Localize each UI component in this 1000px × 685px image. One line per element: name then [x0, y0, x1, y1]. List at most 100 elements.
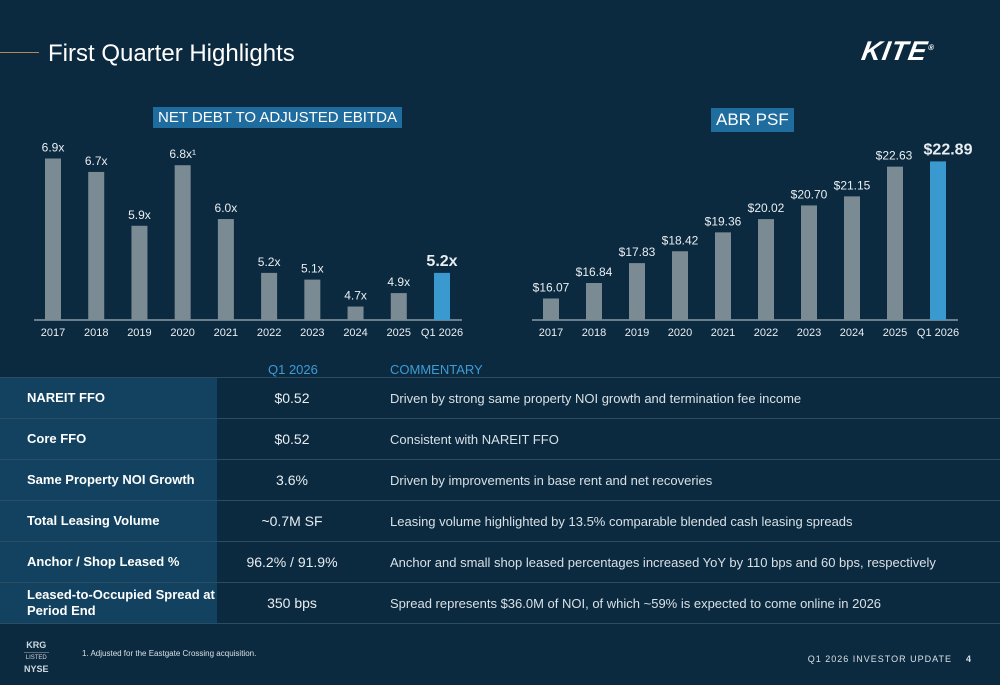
row-comment: Driven by strong same property NOI growt… — [390, 390, 802, 406]
row-comment: Driven by improvements in base rent and … — [390, 472, 713, 488]
row-value: 3.6% — [276, 472, 308, 488]
data-label: 6.9x — [42, 140, 65, 154]
highlights-table: Q1 2026 COMMENTARY NAREIT FFO $0.52 Driven… — [0, 360, 1000, 624]
table-header: Q1 2026 COMMENTARY — [0, 360, 1000, 378]
deck-name: Q1 2026 INVESTOR UPDATE — [807, 654, 952, 664]
bar-2022 — [261, 272, 278, 320]
table-row: Anchor / Shop Leased % 96.2% / 91.9% Ancho… — [0, 542, 1000, 583]
chart-title-net-debt: NET DEBT TO ADJUSTED EBITDA — [153, 107, 402, 128]
tick-label: 2021 — [214, 327, 238, 339]
bar-2019 — [629, 263, 645, 320]
data-label: $19.36 — [705, 214, 742, 228]
row-comment: Anchor and small shop leased percentages… — [390, 554, 936, 570]
charts: 6.9x 2017 6.7x 2018 5.9x 2019 6.8x¹ 2020 6.0x 202… — [34, 140, 973, 339]
data-label: 4.7x — [344, 289, 367, 303]
row-label: Core FFO — [0, 419, 217, 459]
ticker: KRG — [26, 640, 47, 650]
data-label: 5.9x — [128, 208, 151, 222]
tick-label: 2020 — [668, 327, 692, 339]
row-value: $0.52 — [274, 390, 310, 406]
bar-2019 — [131, 225, 148, 320]
data-label: 6.7x — [85, 154, 108, 168]
bar-2018 — [88, 171, 105, 320]
bar-2023 — [801, 205, 817, 320]
bar-2025 — [390, 293, 407, 320]
bar-2021 — [217, 219, 234, 320]
data-label: $20.02 — [748, 201, 785, 215]
tick-label: Q1 2026 — [917, 327, 959, 339]
data-label: 6.8x¹ — [169, 147, 196, 161]
bar-2024 — [844, 196, 860, 320]
row-value: ~0.7M SF — [261, 513, 323, 529]
row-comment: Leasing volume highlighted by 13.5% comp… — [390, 513, 853, 529]
data-label: $16.07 — [533, 280, 570, 294]
tick-label: 2025 — [883, 327, 907, 339]
exchange: NYSE — [24, 664, 49, 674]
data-label: 5.2x — [426, 253, 457, 270]
tick-label: Q1 2026 — [421, 327, 463, 339]
data-label: $22.63 — [876, 149, 913, 163]
tick-label: 2020 — [170, 327, 194, 339]
bar-2023 — [304, 279, 321, 320]
tick-label: 2025 — [387, 327, 411, 339]
row-comment: Spread represents $36.0M of NOI, of whic… — [390, 595, 882, 611]
title-rule — [0, 52, 39, 53]
tick-label: 2023 — [797, 327, 821, 339]
tick-label: 2017 — [539, 327, 563, 339]
row-label: Same Property NOI Growth — [0, 460, 217, 500]
data-label: 4.9x — [387, 275, 410, 289]
bar-2018 — [586, 283, 602, 320]
page-footer: Q1 2026 INVESTOR UPDATE 4 — [808, 654, 972, 664]
data-label: 5.2x — [258, 255, 281, 269]
tick-label: 2019 — [625, 327, 649, 339]
row-label: Leased-to-Occupied Spread at Period End — [0, 583, 217, 623]
tick-label: 2021 — [711, 327, 735, 339]
tick-label: 2022 — [754, 327, 778, 339]
tick-label: 2024 — [343, 327, 367, 339]
data-label: $21.15 — [834, 178, 871, 192]
col-commentary: COMMENTARY — [390, 362, 483, 377]
bar-2020 — [174, 165, 191, 320]
bar-2024 — [347, 306, 364, 320]
tick-label: 2022 — [257, 327, 281, 339]
row-value: $0.52 — [274, 431, 310, 447]
table-row: Core FFO $0.52 Consistent with NAREIT FFO — [0, 419, 1000, 460]
row-label: NAREIT FFO — [0, 378, 217, 418]
footnote: 1. Adjusted for the Eastgate Crossing ac… — [82, 649, 257, 658]
chart-title-abr: ABR PSF — [711, 108, 794, 132]
bar-2017 — [45, 158, 61, 320]
tick-label: 2018 — [582, 327, 606, 339]
data-label: 6.0x — [215, 201, 238, 215]
bar-2025 — [887, 166, 903, 320]
row-comment: Consistent with NAREIT FFO — [390, 431, 559, 447]
tick-label: 2019 — [127, 327, 151, 339]
row-label: Anchor / Shop Leased % — [0, 542, 217, 582]
table-row: Same Property NOI Growth 3.6% Driven by im… — [0, 460, 1000, 501]
data-label: $16.84 — [576, 265, 613, 279]
tick-label: 2018 — [84, 327, 108, 339]
bar-2020 — [672, 251, 688, 320]
col-q1-2026: Q1 2026 — [268, 362, 318, 377]
bar-Q1 2026 — [434, 272, 450, 320]
exchange-badge: KRG LISTED NYSE — [24, 640, 49, 675]
data-label: $18.42 — [662, 233, 699, 247]
data-label: 5.1x — [301, 262, 324, 276]
table-row: NAREIT FFO $0.52 Driven by strong same pro… — [0, 378, 1000, 419]
table-row: Leased-to-Occupied Spread at Period End 3… — [0, 583, 1000, 624]
tick-label: 2017 — [41, 327, 65, 339]
bar-2017 — [543, 298, 559, 320]
table-row: Total Leasing Volume ~0.7M SF Leasing volu… — [0, 501, 1000, 542]
bar-2021 — [715, 232, 731, 320]
bar-Q1 2026 — [930, 161, 946, 320]
tick-label: 2023 — [300, 327, 324, 339]
data-label: $22.89 — [924, 141, 973, 158]
bar-2022 — [758, 219, 774, 320]
tick-label: 2024 — [840, 327, 864, 339]
row-label: Total Leasing Volume — [0, 501, 217, 541]
page-number: 4 — [965, 654, 972, 664]
data-label: $20.70 — [791, 187, 828, 201]
data-label: $17.83 — [619, 245, 656, 259]
row-value: 350 bps — [267, 595, 317, 611]
row-value: 96.2% / 91.9% — [246, 554, 338, 570]
page-title: First Quarter Highlights — [48, 40, 295, 67]
